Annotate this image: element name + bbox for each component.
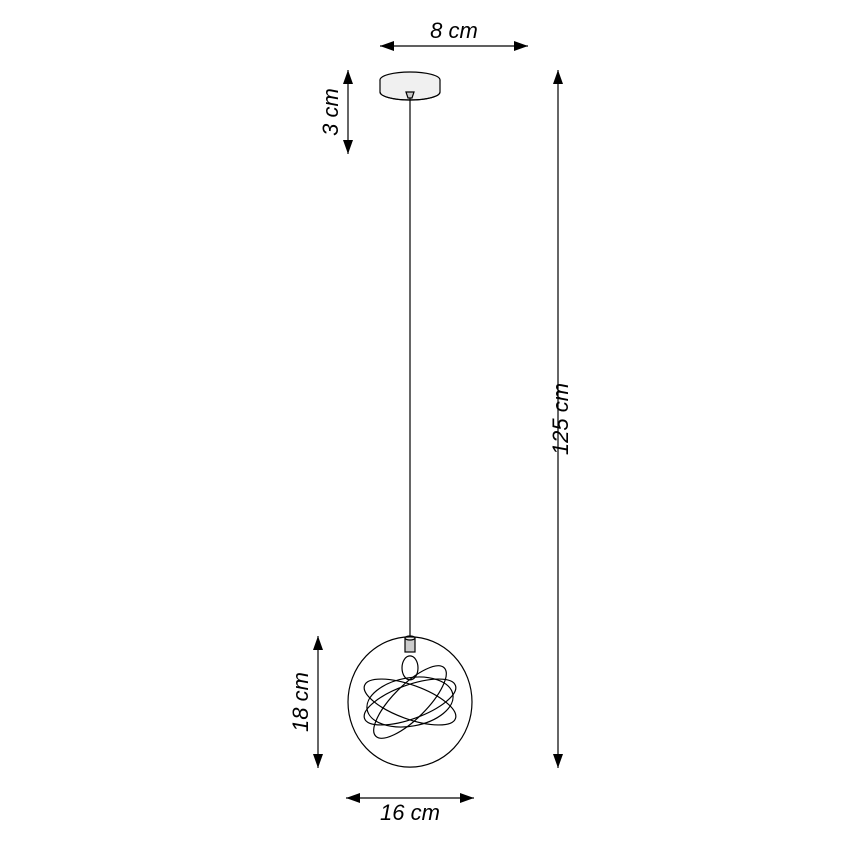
globe-ring xyxy=(364,656,456,748)
dimension-label: 8 cm xyxy=(430,18,478,43)
dimension-diagram: 8 cm 3 cm 125 cm 18 cm 16 cm xyxy=(0,0,868,868)
dimension-label: 125 cm xyxy=(548,383,573,455)
dimension-label: 18 cm xyxy=(288,672,313,732)
bulb-icon xyxy=(402,656,418,680)
cord-grip xyxy=(406,92,414,98)
dimension-label: 3 cm xyxy=(318,88,343,136)
dimension-label: 16 cm xyxy=(380,800,440,825)
